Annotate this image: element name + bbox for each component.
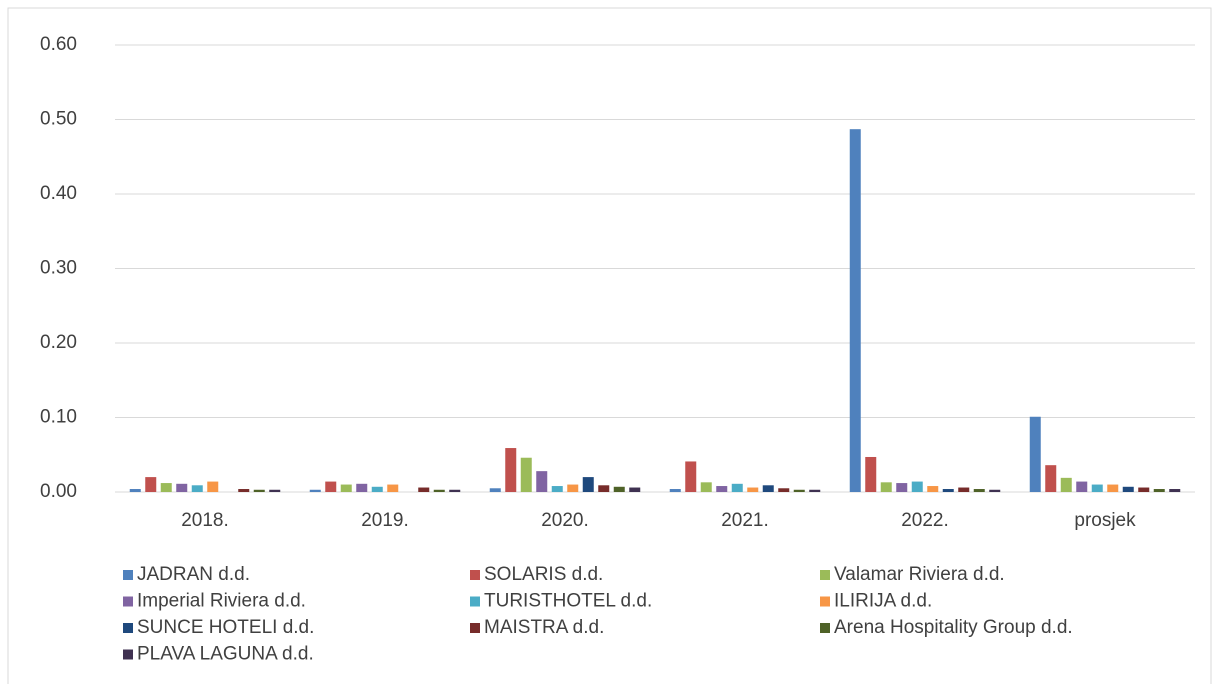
bar xyxy=(1076,481,1088,492)
legend-label: Valamar Riviera d.d. xyxy=(834,564,1005,585)
bar xyxy=(778,488,790,492)
legend-swatch xyxy=(123,623,133,633)
bar xyxy=(418,487,430,492)
bar xyxy=(700,482,712,492)
bar xyxy=(567,484,579,492)
bar xyxy=(1045,465,1057,492)
x-tick-label: 2018. xyxy=(181,510,229,531)
legend-swatch xyxy=(123,596,133,607)
bar xyxy=(238,489,250,492)
x-tick-label: 2020. xyxy=(541,510,589,531)
bar xyxy=(145,477,157,492)
bar xyxy=(598,485,610,492)
legend-label: PLAVA LAGUNA d.d. xyxy=(137,644,314,665)
bar xyxy=(1122,486,1134,492)
legend-label: TURISTHOTEL d.d. xyxy=(484,591,652,612)
legend-label: SOLARIS d.d. xyxy=(484,564,603,585)
y-tick-label: 0.20 xyxy=(40,332,77,353)
bar xyxy=(896,483,908,492)
bar xyxy=(536,471,548,492)
bar xyxy=(942,489,954,492)
bar xyxy=(849,129,861,492)
bar xyxy=(356,483,368,492)
bar xyxy=(176,483,188,492)
bar xyxy=(958,487,970,492)
bar xyxy=(253,489,265,492)
bar xyxy=(1153,489,1165,492)
legend-swatch xyxy=(470,596,480,607)
bar xyxy=(747,487,759,492)
bar xyxy=(129,489,141,492)
bar xyxy=(582,477,594,492)
legend-label: SUNCE HOTELI d.d. xyxy=(137,617,314,638)
bar xyxy=(551,486,563,492)
legend-swatch xyxy=(820,623,830,633)
bar xyxy=(762,485,774,492)
legend-label: Imperial Riviera d.d. xyxy=(137,591,306,612)
bar xyxy=(1091,484,1103,492)
bar xyxy=(685,461,697,492)
bar xyxy=(613,486,625,492)
bar xyxy=(731,483,743,492)
y-tick-label: 0.00 xyxy=(40,481,77,502)
x-tick-label: 2022. xyxy=(901,510,949,531)
bar xyxy=(716,486,728,492)
bar xyxy=(1060,477,1072,492)
chart-border xyxy=(7,7,1212,684)
legend-label: MAISTRA d.d. xyxy=(484,617,604,638)
bar xyxy=(880,482,892,492)
bar xyxy=(309,489,321,492)
bar xyxy=(520,457,532,492)
bar xyxy=(449,489,461,492)
legend-swatch xyxy=(470,570,480,580)
x-tick-label: prosjek xyxy=(1074,510,1136,531)
bar xyxy=(989,489,1001,492)
legend-swatch xyxy=(820,570,830,580)
bar xyxy=(387,484,399,492)
legend-label: Arena Hospitality Group d.d. xyxy=(834,617,1073,638)
legend-swatch xyxy=(470,623,480,633)
bar xyxy=(191,485,203,492)
y-tick-label: 0.60 xyxy=(40,34,77,55)
legend-label: ILIRIJA d.d. xyxy=(834,591,932,612)
bar xyxy=(1169,489,1181,492)
bar xyxy=(269,489,281,492)
bar xyxy=(973,489,985,492)
bar xyxy=(207,481,219,492)
bar xyxy=(1107,484,1119,492)
x-tick-label: 2021. xyxy=(721,510,769,531)
y-tick-label: 0.30 xyxy=(40,258,77,279)
bar xyxy=(433,489,445,492)
y-tick-label: 0.10 xyxy=(40,407,77,428)
bar xyxy=(505,448,517,492)
bar xyxy=(489,488,501,492)
bar xyxy=(629,487,641,492)
bar xyxy=(927,486,939,492)
legend-swatch xyxy=(123,570,133,580)
y-tick-label: 0.50 xyxy=(40,109,77,130)
bar xyxy=(371,486,383,492)
x-tick-label: 2019. xyxy=(361,510,409,531)
legend-swatch xyxy=(820,596,830,607)
bar xyxy=(1138,487,1150,492)
bar xyxy=(325,481,337,492)
bar xyxy=(865,456,877,492)
bar xyxy=(809,489,821,492)
bar xyxy=(911,481,923,492)
bar xyxy=(340,484,352,492)
bar xyxy=(1029,416,1041,492)
bar xyxy=(793,489,805,492)
legend-label: JADRAN d.d. xyxy=(137,564,250,585)
bar xyxy=(669,489,681,492)
y-tick-label: 0.40 xyxy=(40,183,77,204)
bar xyxy=(160,483,172,492)
legend-swatch xyxy=(123,649,133,660)
